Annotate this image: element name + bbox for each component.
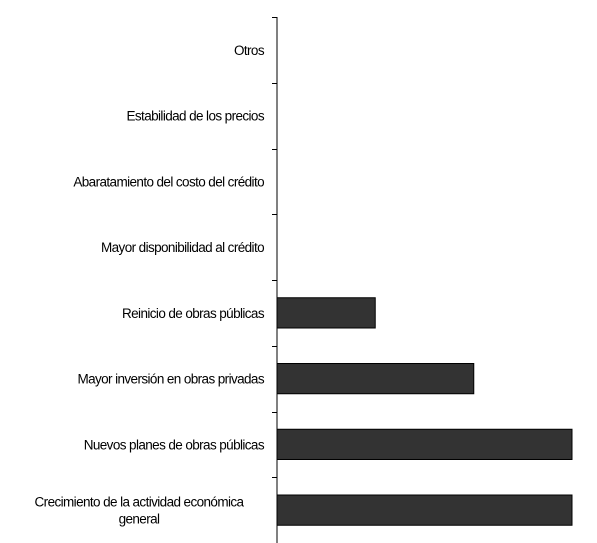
category-label-7: Nuevos planes de obras públicas (84, 437, 265, 452)
bar-6 (276, 363, 475, 395)
category-label-2: Estabilidad de los precios (127, 109, 265, 124)
category-label-layer: Otros Estabilidad de los precios Abaratami… (35, 43, 266, 527)
category-label-3: Abaratamiento del costo del crédito (73, 174, 264, 189)
category-label-6: Mayor inversión en obras privadas (77, 372, 264, 387)
bar-7 (276, 428, 573, 460)
bar-8 (276, 494, 573, 526)
axis-layer (272, 17, 278, 543)
category-label-8: Crecimiento de la actividad económica gen… (35, 495, 245, 527)
bar-5 (276, 297, 376, 329)
category-label-4: Mayor disponibilidad al crédito (101, 240, 264, 255)
category-label-1: Otros (234, 43, 265, 58)
category-label-5: Reinicio de obras públicas (122, 306, 265, 321)
bar-layer (276, 297, 573, 526)
